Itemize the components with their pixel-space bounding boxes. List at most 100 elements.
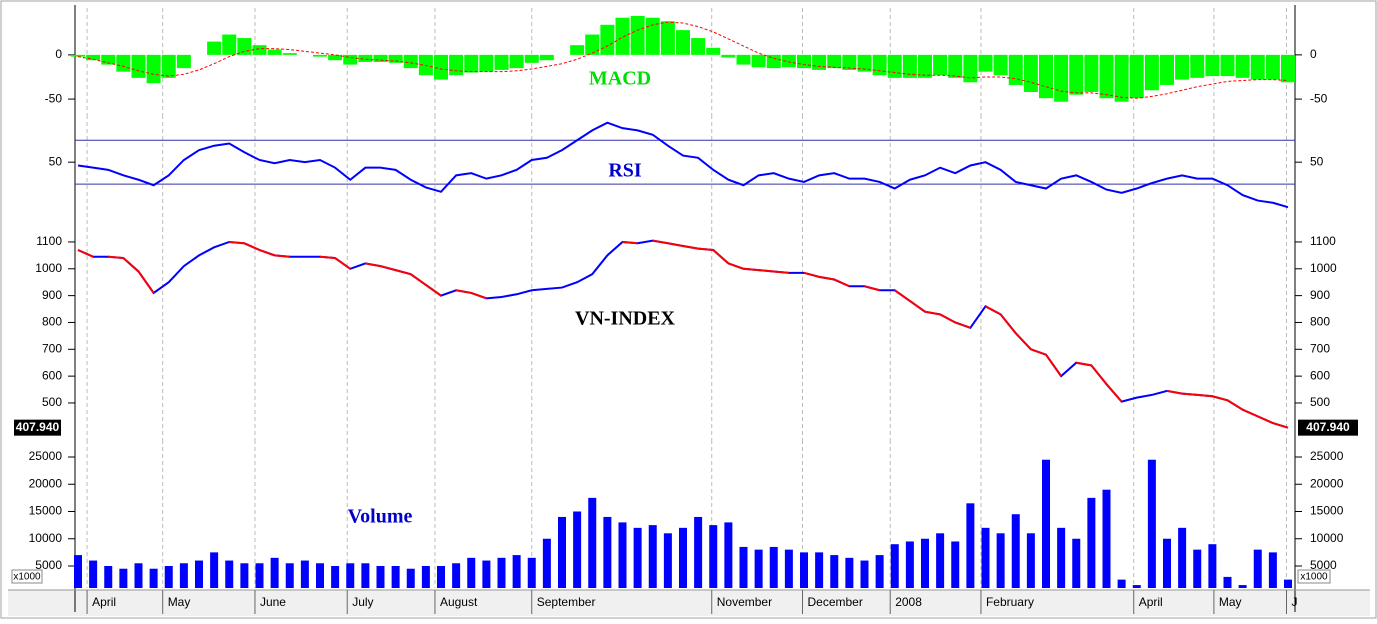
bar bbox=[539, 54, 554, 61]
panel-title: RSI bbox=[608, 160, 642, 182]
down-segment bbox=[818, 275, 835, 281]
bar bbox=[509, 54, 524, 69]
down-segment bbox=[410, 273, 427, 286]
bar bbox=[542, 538, 551, 588]
bar bbox=[210, 552, 219, 588]
unit-box bbox=[1297, 569, 1331, 584]
down-segment bbox=[652, 239, 669, 245]
bar bbox=[119, 568, 128, 588]
bar bbox=[403, 54, 418, 69]
bar bbox=[709, 525, 718, 588]
bar bbox=[89, 560, 98, 588]
down-segment bbox=[1182, 392, 1198, 396]
down-segment bbox=[77, 249, 94, 258]
bar bbox=[524, 54, 539, 63]
bar bbox=[270, 557, 279, 588]
bar bbox=[1147, 459, 1156, 588]
bar bbox=[1114, 54, 1129, 102]
y-tick-label: 1100 bbox=[36, 234, 62, 248]
signal-line bbox=[77, 21, 1289, 99]
bar bbox=[978, 54, 993, 72]
bar bbox=[784, 549, 793, 588]
bar bbox=[1193, 549, 1202, 588]
bar bbox=[691, 38, 706, 55]
bar bbox=[663, 533, 672, 588]
bar bbox=[391, 565, 400, 588]
bar bbox=[736, 54, 751, 65]
bar bbox=[963, 54, 978, 83]
bar bbox=[1265, 54, 1280, 80]
y-tick-label-right: 20000 bbox=[1310, 476, 1344, 490]
y-tick-label: 500 bbox=[42, 395, 62, 409]
bar bbox=[1208, 544, 1217, 588]
bar bbox=[331, 565, 340, 588]
bar bbox=[1235, 54, 1250, 78]
bar bbox=[388, 54, 403, 63]
down-segment bbox=[1076, 361, 1092, 367]
y-tick-label-right: 25000 bbox=[1310, 449, 1344, 463]
bar bbox=[1160, 54, 1174, 85]
bar bbox=[679, 527, 687, 588]
y-tick-label-right: 500 bbox=[1310, 395, 1330, 409]
y-tick-label-right: 900 bbox=[1310, 288, 1330, 302]
bar bbox=[830, 555, 839, 588]
bar bbox=[1178, 527, 1187, 588]
down-segment bbox=[1015, 332, 1032, 350]
bar bbox=[721, 54, 736, 58]
bar bbox=[527, 557, 536, 588]
down-segment bbox=[1197, 393, 1213, 398]
bar bbox=[800, 552, 808, 588]
bar bbox=[225, 560, 234, 588]
bar bbox=[676, 30, 690, 55]
bar bbox=[267, 49, 282, 55]
down-segment bbox=[259, 249, 275, 257]
y-tick-label: 15000 bbox=[29, 504, 63, 518]
bar bbox=[282, 53, 297, 55]
bar bbox=[195, 560, 203, 588]
down-segment bbox=[864, 285, 880, 292]
down-segment bbox=[743, 267, 759, 272]
bar bbox=[512, 555, 521, 588]
bar bbox=[449, 54, 464, 76]
bar bbox=[769, 546, 778, 588]
bar bbox=[645, 17, 660, 55]
bar bbox=[918, 54, 932, 78]
bar bbox=[739, 546, 748, 588]
bar bbox=[921, 538, 929, 588]
y-tick-label-right: 1000 bbox=[1310, 261, 1337, 275]
x-tick-label: J bbox=[1291, 595, 1297, 609]
bar bbox=[1087, 497, 1096, 588]
bar bbox=[164, 565, 173, 588]
down-segment bbox=[667, 242, 684, 247]
panel-title: Volume bbox=[348, 506, 413, 528]
bar bbox=[434, 54, 448, 80]
bar bbox=[179, 563, 188, 588]
bar bbox=[285, 563, 294, 588]
bar bbox=[981, 527, 990, 588]
line bbox=[77, 121, 1289, 209]
bar bbox=[633, 527, 642, 588]
bar bbox=[149, 568, 158, 588]
down-segment bbox=[698, 247, 714, 252]
x-tick-label: May bbox=[168, 595, 191, 609]
bar bbox=[222, 34, 237, 55]
last-value-label: 407.940 bbox=[1306, 420, 1350, 434]
down-segment bbox=[939, 313, 956, 324]
x-axis-strip bbox=[8, 590, 1370, 616]
bar bbox=[1253, 549, 1262, 588]
y-tick-label: -50 bbox=[45, 91, 63, 105]
down-segment bbox=[395, 269, 412, 276]
bar bbox=[933, 54, 948, 76]
bar bbox=[1042, 459, 1050, 588]
bar bbox=[494, 54, 509, 70]
x-tick-label: August bbox=[440, 595, 478, 609]
y-tick-label-right: 700 bbox=[1310, 341, 1330, 355]
bar bbox=[766, 54, 781, 69]
last-value-box bbox=[14, 419, 61, 436]
bar bbox=[240, 563, 249, 588]
bar bbox=[176, 54, 191, 69]
bar bbox=[573, 511, 582, 588]
x-tick-label: February bbox=[986, 595, 1034, 609]
unit-label: x1000 bbox=[1300, 572, 1328, 583]
down-segment bbox=[712, 249, 730, 265]
